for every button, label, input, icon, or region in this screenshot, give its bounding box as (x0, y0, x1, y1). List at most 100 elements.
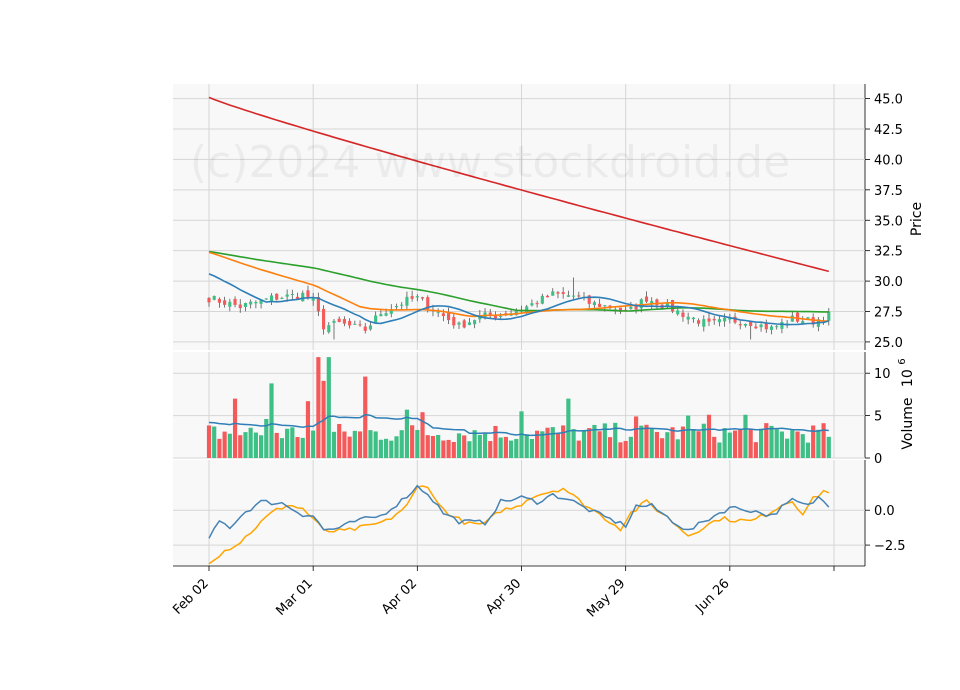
candle-body-63 (535, 303, 539, 305)
volume-bar-85 (649, 428, 654, 458)
volume-bar-116 (811, 425, 816, 458)
volume-bar-69 (566, 398, 571, 458)
candle-body-102 (738, 324, 742, 326)
candle-body-28 (353, 323, 357, 325)
candle-body-25 (337, 318, 341, 323)
candle-body-4 (228, 301, 232, 307)
volume-bar-114 (800, 434, 805, 458)
candle-body-30 (363, 326, 367, 331)
volume-bar-47 (451, 441, 456, 458)
candle-body-34 (384, 313, 388, 316)
volume-ytick-label-2: 10 (874, 367, 891, 382)
volume-bar-24 (331, 431, 337, 458)
volume-bar-59 (514, 438, 519, 458)
candle-body-85 (650, 301, 654, 305)
candle-body-99 (723, 317, 727, 322)
candle-body-94 (697, 320, 701, 324)
volume-bar-21 (316, 357, 321, 458)
candle-body-10 (259, 299, 263, 304)
volume-bar-51 (472, 430, 477, 458)
volume-bar-8 (248, 427, 253, 458)
candle-body-82 (634, 304, 638, 310)
candle-body-115 (806, 317, 810, 319)
candle-body-36 (394, 306, 399, 308)
candle-body-21 (316, 297, 320, 312)
candle-body-24 (332, 320, 336, 323)
candle-body-106 (759, 324, 763, 328)
x-tick-label-3: Apr 30 (483, 576, 524, 617)
candle-body-44 (436, 312, 440, 314)
candle-body-96 (707, 318, 711, 322)
volume-bar-7 (243, 432, 248, 458)
candle-body-33 (379, 314, 383, 317)
oscillator-fast-line (208, 484, 830, 539)
sma200-line (208, 96, 830, 273)
volume-bar-61 (524, 434, 529, 458)
volume-ma-line (208, 413, 829, 437)
volume-bar-54 (488, 441, 493, 458)
candle-body-18 (301, 292, 305, 302)
candle-body-32 (374, 315, 378, 324)
candle-body-100 (728, 317, 732, 320)
volume-bar-79 (618, 442, 623, 458)
volume-bar-42 (425, 435, 430, 458)
volume-bar-106 (759, 428, 764, 458)
volume-bar-64 (540, 431, 545, 458)
candle-body-71 (577, 295, 581, 297)
volume-bar-43 (430, 436, 436, 458)
candle-body-68 (561, 292, 565, 294)
volume-bar-77 (607, 437, 613, 458)
volume-bar-5 (232, 398, 238, 458)
volume-bar-23 (326, 357, 331, 458)
volume-bar-15 (285, 428, 290, 458)
candle-body-119 (827, 311, 831, 321)
volume-bar-27 (347, 436, 352, 458)
candle-body-92 (686, 316, 690, 320)
candle-body-112 (790, 315, 794, 322)
volume-bar-71 (576, 440, 581, 458)
volume-bar-94 (696, 431, 701, 458)
candle-body-48 (457, 322, 461, 325)
candle-body-105 (754, 326, 758, 329)
price-ytick-label-3: 32.5 (874, 245, 903, 260)
oscillator-panel: −2.5 0.0 (173, 460, 906, 566)
volume-bar-50 (467, 441, 472, 458)
candle-body-84 (644, 296, 649, 302)
candle-body-19 (306, 290, 310, 299)
candle-body-46 (447, 313, 451, 321)
volume-bar-13 (274, 432, 279, 458)
volume-bar-57 (503, 436, 508, 458)
volume-scale-base: 10 (900, 369, 916, 387)
volume-bar-33 (378, 439, 383, 458)
volume-bar-40 (415, 429, 420, 458)
candle-body-101 (733, 316, 737, 323)
volume-bar-52 (477, 434, 482, 458)
candle-body-14 (280, 297, 284, 299)
volume-bar-3 (222, 431, 227, 458)
candle-body-23 (327, 325, 331, 333)
x-tick-label-5: Jun 26 (692, 576, 732, 616)
volume-bar-119 (826, 436, 831, 458)
volume-bar-1 (212, 426, 217, 458)
volume-bar-28 (352, 430, 357, 458)
volume-bar-39 (410, 425, 415, 458)
candle-body-104 (749, 320, 753, 327)
volume-bar-29 (357, 431, 363, 458)
volume-bar-55 (493, 425, 498, 458)
candle-body-7 (243, 303, 248, 307)
candle-body-39 (410, 296, 414, 299)
volume-bar-100 (727, 432, 732, 458)
volume-bar-18 (300, 437, 305, 458)
volume-bar-80 (623, 440, 628, 458)
oscillator-ytick-label-1: 0.0 (874, 504, 895, 519)
candle-body-93 (691, 317, 695, 320)
candle-body-49 (462, 320, 466, 328)
oscillator-slow-line (208, 485, 830, 565)
volume-bar-68 (561, 425, 566, 458)
volume-bar-75 (597, 431, 602, 458)
volume-bar-88 (665, 432, 670, 458)
candle-body-56 (499, 315, 503, 317)
candle-body-108 (769, 326, 774, 330)
candle-body-17 (295, 296, 300, 299)
volume-bar-48 (456, 433, 462, 458)
